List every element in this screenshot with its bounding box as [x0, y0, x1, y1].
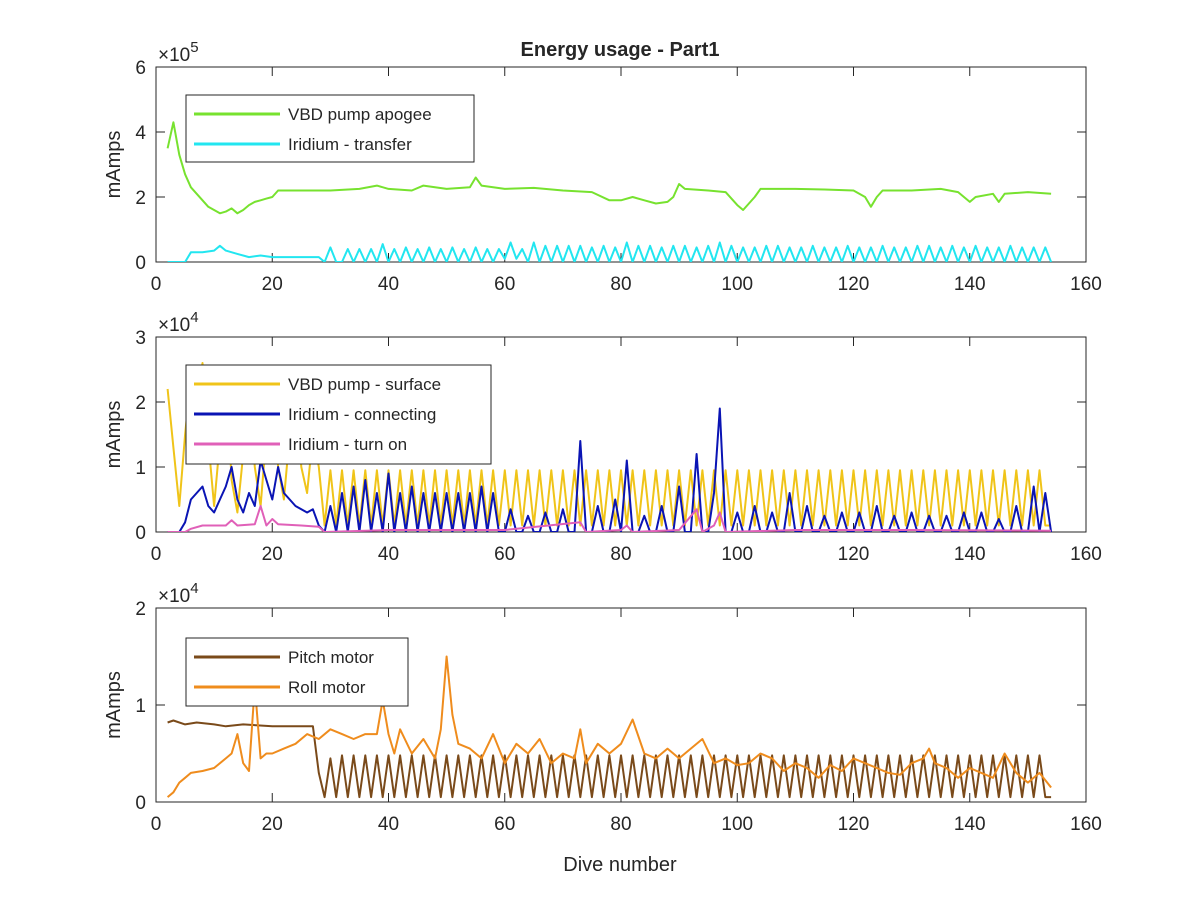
legend-box	[185, 94, 475, 163]
y-tick-label: 2	[135, 188, 146, 209]
legend-label: Iridium - connecting	[288, 405, 436, 424]
legend: Pitch motor Roll motor	[185, 637, 409, 707]
y-exponent-power: 5	[190, 39, 198, 56]
x-tick-label: 140	[954, 814, 986, 835]
x-tick-label: 60	[494, 544, 515, 565]
legend-label: Roll motor	[288, 678, 366, 697]
legend-label: Iridium - transfer	[288, 135, 412, 154]
x-tick-label: 80	[610, 544, 631, 565]
x-tick-label: 100	[721, 544, 753, 565]
x-tick-label: 160	[1070, 274, 1102, 295]
x-tick-label: 80	[610, 814, 631, 835]
y-axis-label: mAmps	[103, 401, 125, 469]
x-tick-label: 140	[954, 544, 986, 565]
x-axis-label: Dive number	[563, 854, 677, 876]
x-tick-label: 0	[151, 544, 162, 565]
legend-box	[185, 637, 409, 707]
y-axis-label: mAmps	[103, 131, 125, 199]
x-tick-label: 160	[1070, 814, 1102, 835]
y-tick-label: 1	[135, 458, 146, 479]
x-tick-label: 80	[610, 274, 631, 295]
chart-title: Energy usage - Part1	[521, 39, 720, 61]
legend-label: Pitch motor	[288, 648, 374, 667]
x-tick-label: 40	[378, 274, 399, 295]
x-tick-label: 100	[721, 814, 753, 835]
y-tick-label: 6	[135, 58, 146, 79]
x-tick-label: 120	[838, 274, 870, 295]
legend-label: Iridium - turn on	[288, 435, 407, 454]
series-line-iridium-transfer	[167, 241, 1053, 262]
legend-label: VBD pump apogee	[288, 105, 432, 124]
x-tick-label: 120	[838, 814, 870, 835]
y-tick-label: 0	[135, 253, 146, 274]
series-line-pitch-motor	[167, 719, 1052, 799]
y-tick-label: 2	[135, 599, 146, 620]
y-tick-label: 0	[135, 793, 146, 814]
y-tick-label: 2	[135, 393, 146, 414]
x-tick-label: 120	[838, 544, 870, 565]
legend: VBD pump - surface Iridium - connecting Ir…	[185, 364, 492, 465]
x-tick-label: 40	[378, 544, 399, 565]
y-tick-label: 4	[135, 123, 146, 144]
x-tick-label: 0	[151, 274, 162, 295]
series-group	[166, 121, 1053, 262]
x-tick-label: 20	[262, 544, 283, 565]
y-exponent-power: 4	[190, 309, 198, 326]
series-line-roll-motor	[166, 655, 1052, 798]
x-tick-label: 40	[378, 814, 399, 835]
y-exponent-power: 4	[190, 580, 198, 597]
y-tick-label: 0	[135, 523, 146, 544]
legend-label: VBD pump - surface	[288, 375, 441, 394]
series-line-iridium-turn-on	[167, 505, 1052, 532]
legend: VBD pump apogee Iridium - transfer	[185, 94, 475, 163]
x-tick-label: 20	[262, 274, 283, 295]
series-line-vbd-pump-apogee	[166, 121, 1052, 215]
x-tick-label: 20	[262, 814, 283, 835]
series-group	[166, 655, 1052, 799]
x-tick-label: 160	[1070, 544, 1102, 565]
x-tick-label: 60	[494, 274, 515, 295]
x-tick-label: 100	[721, 274, 753, 295]
x-tick-label: 0	[151, 814, 162, 835]
y-tick-label: 3	[135, 328, 146, 349]
x-tick-label: 60	[494, 814, 515, 835]
y-axis-label: mAmps	[103, 671, 125, 739]
x-tick-label: 140	[954, 274, 986, 295]
y-tick-label: 1	[135, 696, 146, 717]
